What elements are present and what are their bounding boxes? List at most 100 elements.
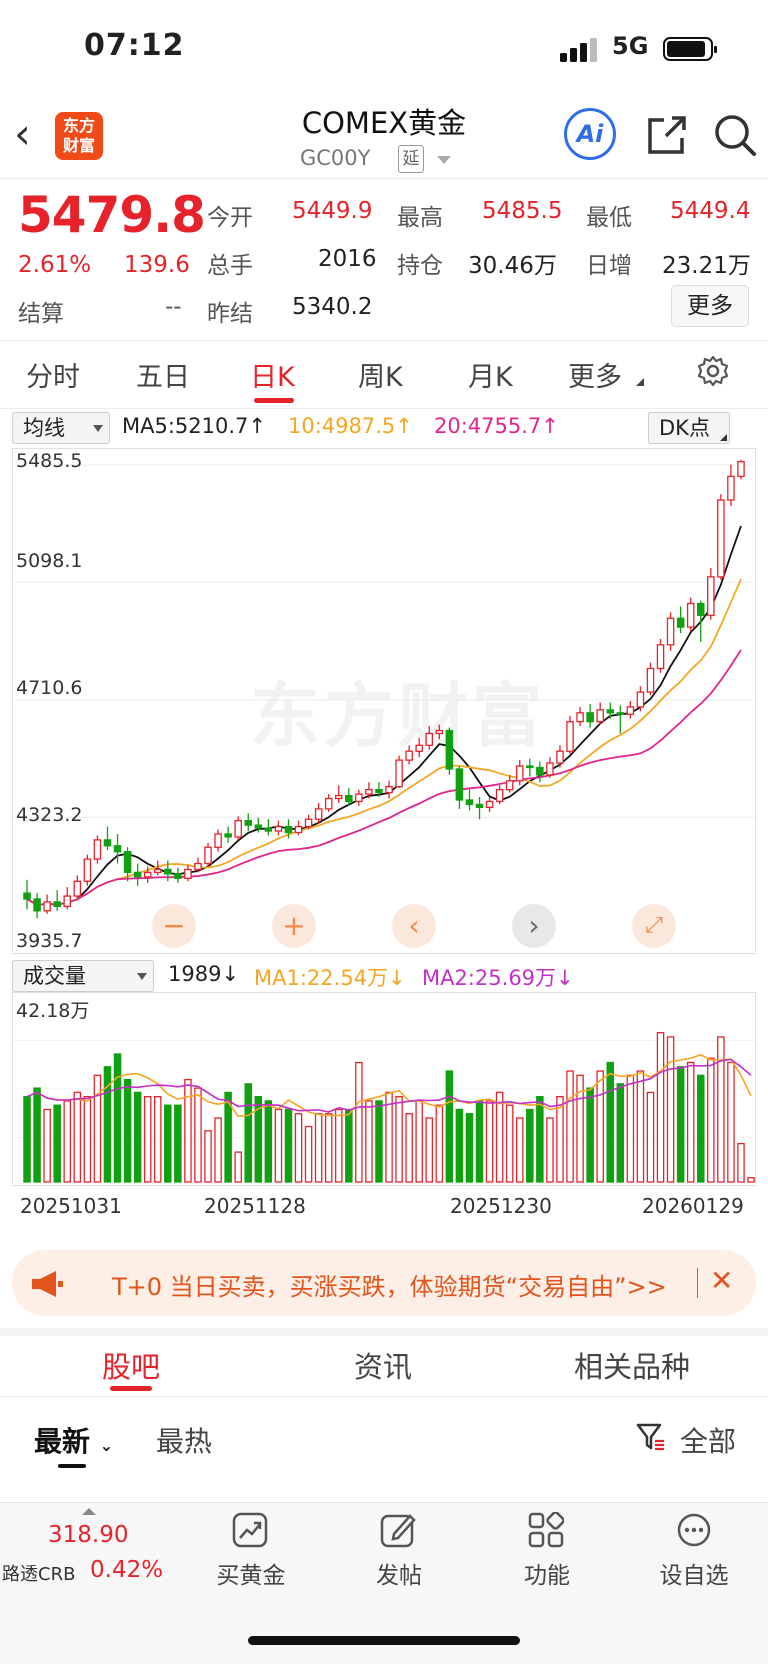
filter-latest[interactable]: 最新 ⌄ xyxy=(34,1425,114,1458)
volume-bar xyxy=(455,1108,464,1183)
candle-body xyxy=(495,789,504,803)
chevron-down-icon[interactable] xyxy=(437,156,451,164)
fullscreen-button[interactable]: ⤢ xyxy=(632,904,676,948)
candle-body xyxy=(194,862,202,871)
volume-bar xyxy=(304,1125,313,1183)
more-button[interactable]: 更多 xyxy=(671,285,749,327)
volume-bar xyxy=(586,1087,594,1183)
tab-monthly-k[interactable]: 月K xyxy=(468,362,513,393)
candle-body xyxy=(515,765,524,782)
settle-label: 结算 xyxy=(18,301,64,327)
x-tick-label: 20251031 xyxy=(20,1194,122,1218)
candle-body xyxy=(606,709,615,714)
candle-body xyxy=(546,762,554,776)
candle-body xyxy=(83,858,92,882)
indicator-select[interactable]: 均线 xyxy=(12,412,110,444)
tab-daily-k[interactable]: 日K xyxy=(250,362,295,393)
volume-bar xyxy=(314,1113,323,1183)
filter-hot[interactable]: 最热 xyxy=(156,1425,213,1458)
open-value: 5449.9 xyxy=(292,198,373,224)
delay-badge: 延 xyxy=(398,145,424,173)
signal-icon xyxy=(560,38,597,62)
candle-body xyxy=(355,793,363,803)
contract-code[interactable]: GC00Y xyxy=(300,146,371,170)
buy-gold-icon[interactable] xyxy=(232,1512,268,1548)
y-tick-label: 5485.5 xyxy=(16,450,83,472)
y-tick-label: 4710.6 xyxy=(16,677,83,699)
candle-body xyxy=(53,901,61,908)
candle-body xyxy=(727,475,735,501)
candle-body xyxy=(626,706,635,715)
candle-body xyxy=(666,617,675,646)
volume-ma2: MA2:25.69万↓ xyxy=(422,966,574,990)
volume-bar xyxy=(616,1083,625,1183)
volume-bar xyxy=(526,1108,534,1183)
back-icon[interactable]: ‹ xyxy=(14,109,31,158)
tab-related[interactable]: 相关品种 xyxy=(574,1350,691,1384)
tab-intraday[interactable]: 分时 xyxy=(26,362,80,393)
candle-body xyxy=(284,825,293,834)
candle-body xyxy=(455,768,464,801)
dk-point-select[interactable]: DK点 xyxy=(648,412,730,444)
crb-pct[interactable]: 0.42% xyxy=(90,1557,164,1583)
share-icon[interactable] xyxy=(644,112,690,158)
candlestick-chart[interactable] xyxy=(12,448,756,954)
page-title: COMEX黄金 xyxy=(301,106,467,140)
crb-value[interactable]: 318.90 xyxy=(48,1522,129,1548)
promo-text[interactable]: T+0 当日买卖，买涨买跌，体验期货“交易自由”>> xyxy=(112,1273,667,1301)
filter-icon[interactable] xyxy=(636,1422,666,1452)
tab-weekly-k[interactable]: 周K xyxy=(358,362,403,393)
volume-bar xyxy=(656,1031,665,1183)
divider xyxy=(0,340,768,341)
scroll-right-button[interactable]: › xyxy=(512,904,556,948)
volume-bar xyxy=(666,1036,675,1183)
tab-five-day[interactable]: 五日 xyxy=(136,362,190,393)
close-icon[interactable]: ✕ xyxy=(710,1264,734,1297)
candle-body xyxy=(686,602,695,628)
volume-bar xyxy=(596,1070,604,1183)
more-dots-icon[interactable] xyxy=(676,1512,712,1548)
status-time: 07:12 xyxy=(84,28,185,63)
candle-body xyxy=(596,709,604,723)
tab-more[interactable]: 更多 xyxy=(568,362,622,393)
buy-gold-button[interactable]: 买黄金 xyxy=(216,1563,286,1589)
zoom-in-button[interactable]: + xyxy=(272,904,316,948)
candle-body xyxy=(93,839,102,860)
add-watchlist-button[interactable]: 设自选 xyxy=(659,1563,729,1589)
scroll-left-button[interactable]: ‹ xyxy=(392,904,436,948)
settings-gear-icon[interactable] xyxy=(696,354,730,388)
zoom-out-button[interactable]: − xyxy=(152,904,196,948)
change-pct: 2.61% xyxy=(18,252,92,278)
candle-body xyxy=(123,851,132,874)
post-icon[interactable] xyxy=(380,1512,416,1548)
candle-body xyxy=(133,871,142,878)
app-logo: 东方 财富 xyxy=(55,112,103,160)
volume-bar xyxy=(646,1091,655,1183)
volume-bar xyxy=(636,1070,645,1183)
candle-body xyxy=(365,789,373,795)
ai-button[interactable]: Ai xyxy=(564,108,616,160)
volume-bar xyxy=(194,1087,202,1183)
banner-divider xyxy=(697,1268,698,1298)
y-tick-label: 4323.2 xyxy=(16,804,83,826)
grid-apps-icon[interactable] xyxy=(528,1512,564,1548)
tab-news[interactable]: 资讯 xyxy=(354,1350,413,1384)
search-icon[interactable] xyxy=(712,112,758,158)
promo-banner[interactable] xyxy=(12,1250,756,1316)
change-value: 139.6 xyxy=(124,252,190,278)
y-tick-label: 5098.1 xyxy=(16,550,83,572)
candle-body xyxy=(636,691,645,708)
candle-body xyxy=(43,901,51,912)
volume-bar xyxy=(707,1057,715,1183)
filter-all[interactable]: 全部 xyxy=(680,1425,737,1458)
post-button[interactable]: 发帖 xyxy=(376,1563,422,1589)
y-tick-label: 3935.7 xyxy=(16,930,83,952)
candle-body xyxy=(405,750,413,761)
expand-up-icon[interactable] xyxy=(82,1508,96,1515)
megaphone-icon xyxy=(32,1271,63,1297)
crb-label[interactable]: 路透CRB xyxy=(2,1564,76,1585)
functions-button[interactable]: 功能 xyxy=(524,1563,570,1589)
tab-guba[interactable]: 股吧 xyxy=(102,1350,161,1384)
volume-indicator-select[interactable]: 成交量 xyxy=(12,960,154,992)
candle-body xyxy=(314,808,323,820)
